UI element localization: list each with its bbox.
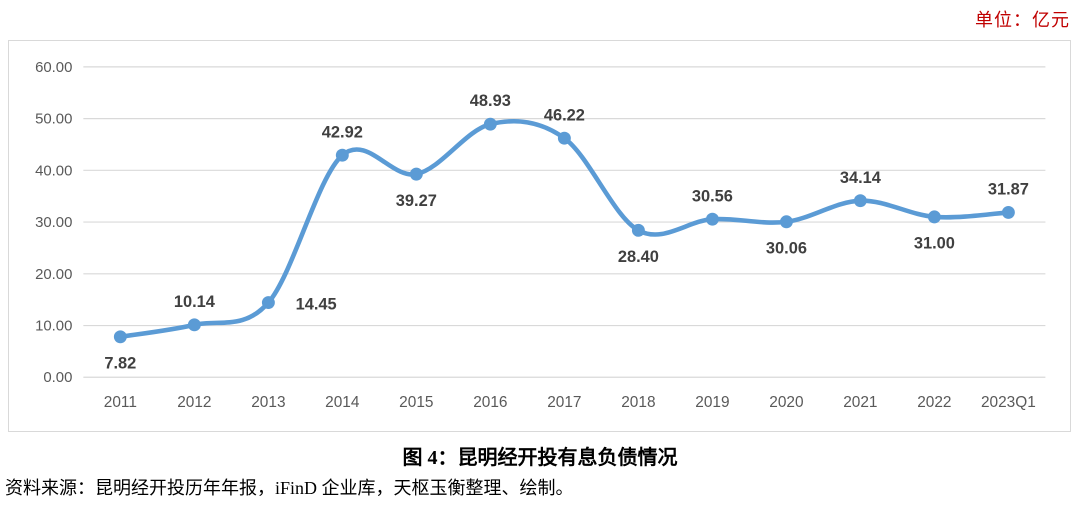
series-line	[118, 118, 1011, 340]
data-point-label: 42.92	[322, 123, 363, 141]
y-tick-label: 0.00	[43, 369, 72, 386]
chart-canvas: 0.00 10.00 20.00 30.00 40.00 50.00 60.00 2011 20…	[35, 59, 1046, 411]
line-chart: 0.00 10.00 20.00 30.00 40.00 50.00 60.00 2011 20…	[8, 40, 1071, 432]
data-point-marker	[705, 212, 719, 226]
data-point-label: 30.56	[692, 187, 733, 205]
y-tick-label: 30.00	[35, 214, 72, 231]
x-tick-label: 2019	[695, 394, 729, 411]
y-tick-label: 50.00	[35, 111, 72, 128]
data-point-marker	[187, 318, 201, 332]
x-tick-label: 2017	[547, 394, 581, 411]
x-tick-label: 2023Q1	[981, 394, 1036, 411]
x-tick-label: 2021	[843, 394, 877, 411]
x-tick-label: 2014	[325, 394, 360, 411]
x-tick-label: 2016	[473, 394, 507, 411]
data-point-marker	[113, 330, 127, 344]
y-tick-label: 60.00	[35, 59, 72, 76]
data-point-marker	[409, 167, 423, 181]
y-tick-label: 40.00	[35, 162, 72, 179]
x-tick-label: 2022	[917, 394, 951, 411]
source-note: 资料来源：昆明经开投历年年报，iFinD 企业库，天枢玉衡整理、绘制。	[5, 478, 574, 498]
data-point-marker	[335, 148, 349, 162]
data-point-marker	[557, 131, 571, 145]
chart-caption: 图 4：昆明经开投有息负债情况	[402, 447, 678, 469]
data-point-label: 28.40	[618, 248, 659, 266]
data-point-label: 39.27	[396, 192, 437, 210]
unit-label: 单位：亿元	[975, 10, 1070, 30]
data-point-label: 34.14	[840, 169, 882, 187]
data-point-label: 7.82	[104, 355, 136, 373]
data-point-label: 31.00	[914, 235, 955, 253]
data-point-label: 30.06	[766, 240, 807, 258]
y-tick-label: 10.00	[35, 318, 72, 335]
data-point-marker	[853, 194, 867, 208]
data-point-label: 48.93	[470, 92, 511, 110]
data-point-marker	[1001, 205, 1015, 219]
x-tick-label: 2012	[177, 394, 211, 411]
x-tick-label: 2020	[769, 394, 803, 411]
data-point-marker	[631, 223, 645, 237]
data-point-label: 46.22	[544, 106, 585, 124]
data-point-marker	[927, 210, 941, 224]
data-point-label: 31.87	[988, 181, 1029, 199]
x-tick-label: 2013	[251, 394, 285, 411]
y-tick-label: 20.00	[35, 266, 72, 283]
data-point-marker	[483, 117, 497, 131]
x-tick-label: 2015	[399, 394, 433, 411]
data-point-marker	[779, 215, 793, 229]
data-point-label: 14.45	[296, 296, 337, 314]
x-tick-label: 2018	[621, 394, 655, 411]
data-point-marker	[261, 296, 275, 310]
data-point-label: 10.14	[174, 293, 216, 311]
x-tick-label: 2011	[104, 394, 137, 411]
